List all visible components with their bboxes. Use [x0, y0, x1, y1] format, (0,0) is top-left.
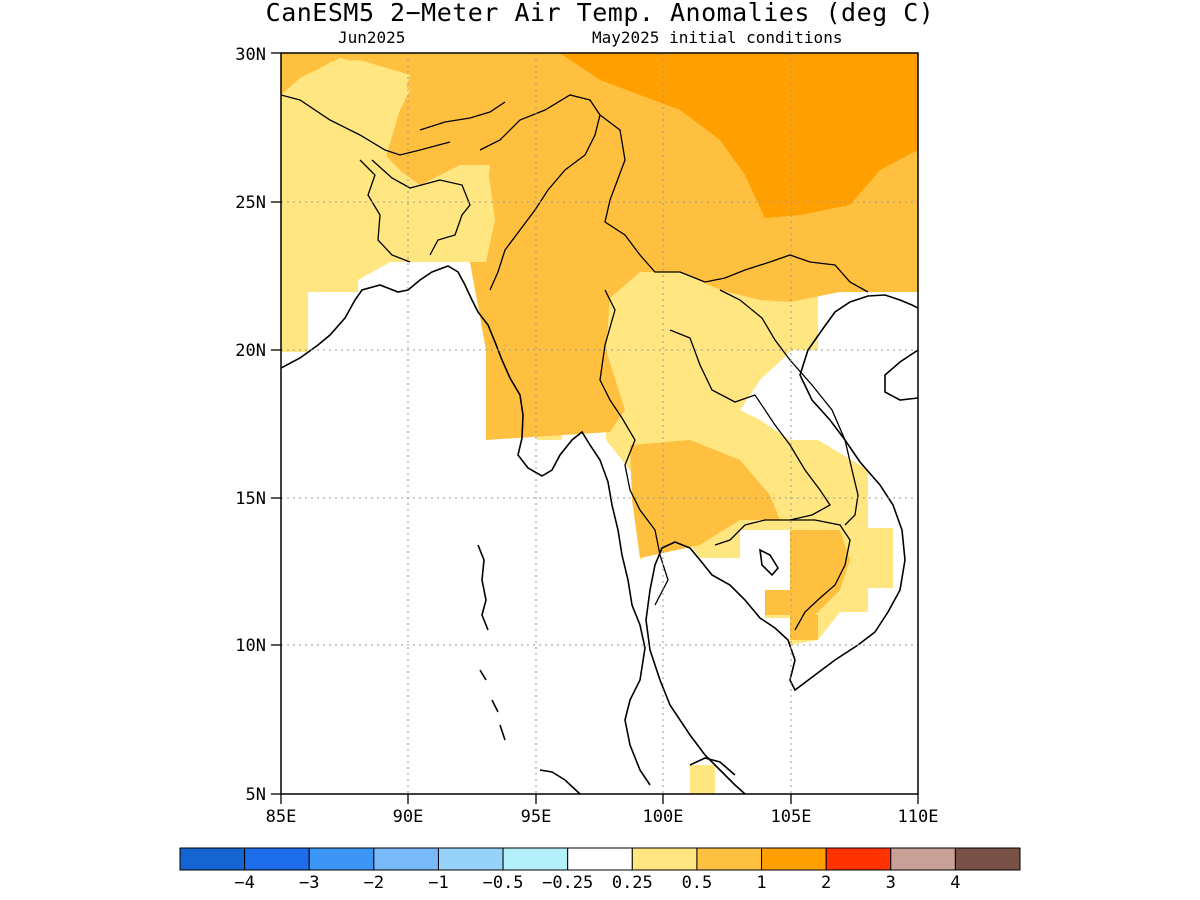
border-myanmar-thailand [599, 289, 669, 606]
colorbar-swatch [179, 847, 246, 871]
colorbar-label: 1 [756, 873, 766, 893]
anomaly-fill-layer [281, 53, 918, 794]
coastline-malay-east [689, 757, 736, 776]
colorbar-label: −0.25 [542, 873, 593, 893]
colorbar-swatch [373, 847, 439, 871]
x-tick-label: 105E [771, 807, 812, 827]
forecast-month: Jun2025 [338, 28, 406, 47]
colorbar-label: 0.5 [682, 873, 713, 893]
tonle-sap-lake [759, 548, 779, 577]
colorbar-label: −3 [299, 873, 319, 893]
border-china-laos-vietnam [704, 254, 869, 293]
anomaly-field-light-orange-central [630, 440, 780, 558]
colorbar-swatch [437, 847, 504, 871]
colorbar-label: 0.25 [612, 873, 653, 893]
anomaly-field-orange [560, 53, 918, 218]
nicobar-islands [479, 669, 506, 741]
border-nepal [281, 94, 451, 156]
border-myanmar-china [599, 114, 706, 283]
colorbar-swatch [890, 847, 956, 871]
colorbar-swatch [502, 847, 569, 871]
coastline-malay-west [539, 769, 581, 794]
axis-ticks [271, 52, 919, 804]
initial-conditions-label: May2025 initial conditions [592, 28, 843, 47]
anomaly-field-light-orange-south-coast [790, 615, 818, 640]
colorbar-swatch [631, 847, 698, 871]
x-tick-label: 95E [521, 807, 552, 827]
x-tick-label: 90E [393, 807, 424, 827]
map-title: CanESM5 2−Meter Air Temp. Anomalies (deg… [265, 0, 935, 27]
y-tick-label: 20N [235, 341, 266, 361]
border-laos-thailand [669, 329, 831, 546]
y-tick-label: 30N [235, 45, 266, 65]
colorbar-label: 3 [886, 873, 896, 893]
x-tick-label: 100E [643, 807, 684, 827]
colorbar-swatch [825, 847, 892, 871]
colorbar-swatch [954, 847, 1021, 871]
map-gridlines [281, 53, 918, 794]
coastline-bay-of-bengal [281, 265, 651, 786]
border-india-myanmar [479, 94, 601, 291]
colorbar-swatch [244, 847, 310, 871]
border-bhutan [419, 101, 506, 131]
map-frame [280, 52, 919, 795]
x-tick-label: 85E [266, 807, 297, 827]
y-tick-label: 15N [235, 489, 266, 509]
colorbar-label: −4 [234, 873, 254, 893]
colorbar: −4 −3 −2 −1 −0.5 −0.25 0.25 0.5 1 2 3 4 [179, 847, 1021, 893]
y-tick-label: 25N [235, 193, 266, 213]
border-cambodia-vietnam [790, 519, 851, 631]
x-tick-label: 110E [898, 807, 939, 827]
colorbar-swatch [696, 847, 763, 871]
colorbar-swatch [761, 847, 827, 871]
border-bangladesh [359, 159, 471, 263]
anomaly-light-yellow-northwest [281, 60, 495, 352]
y-tick-label: 5N [246, 785, 266, 805]
colorbar-swatch [567, 847, 633, 871]
colorbar-swatch [308, 847, 375, 871]
coastline-cambodia-vietnam [699, 294, 918, 692]
y-tick-label: 10N [235, 636, 266, 656]
coastline-gulf-of-thailand [645, 541, 746, 794]
colorbar-label: 2 [821, 873, 831, 893]
anomaly-white-region [281, 262, 918, 794]
colorbar-label: −2 [364, 873, 384, 893]
anomaly-field-light-orange-southeast [765, 530, 850, 615]
coastline-layer [281, 265, 918, 794]
andaman-islands [477, 544, 489, 631]
colorbar-label: 4 [950, 873, 960, 893]
colorbar-label: −0.5 [483, 873, 524, 893]
coastline-gulf-of-tonkin [884, 349, 918, 401]
colorbar-label: −1 [428, 873, 448, 893]
